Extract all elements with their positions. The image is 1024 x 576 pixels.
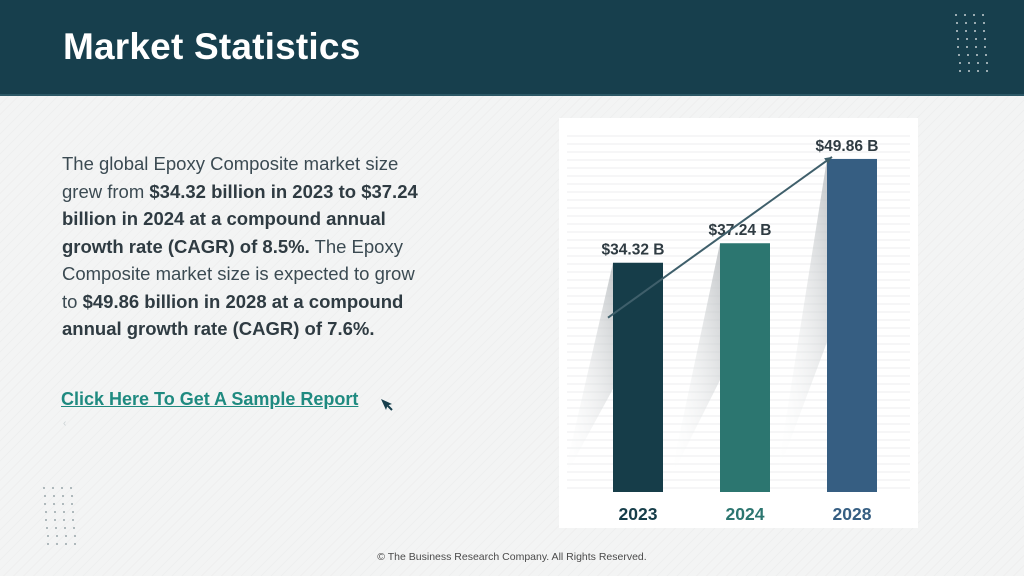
- sample-report-link[interactable]: Click Here To Get A Sample Report: [61, 389, 359, 409]
- footer-copyright: © The Business Research Company. All Rig…: [377, 551, 647, 563]
- summary-highlight-1: $34.32 billion in 2023 to $37.24 billion…: [62, 180, 418, 257]
- page-title: Market Statistics: [63, 26, 361, 67]
- category-label-2028: 2028: [833, 504, 872, 524]
- cursor-arrow-icon: [381, 399, 393, 411]
- value-label-2023: $34.32 B: [602, 242, 665, 259]
- trend-arrow-line: [607, 156, 833, 319]
- bar-2023: [613, 262, 663, 492]
- market-size-chart: $34.32 B 2023 $37.24 B 2024 $49.86 B 2028: [559, 118, 918, 528]
- bar-shadow: [670, 243, 720, 480]
- summary-highlight-2: $49.86 billion in 2028 at a compound ann…: [62, 290, 404, 340]
- value-label-2024: $37.24 B: [709, 222, 772, 239]
- category-label-2023: 2023: [619, 504, 658, 524]
- chevron-left-icon: ‹: [63, 418, 67, 429]
- category-label-2024: 2024: [726, 504, 765, 524]
- summary-part-1: The global Epoxy Composite market size g…: [62, 153, 399, 202]
- chart-svg: $34.32 B 2023 $37.24 B 2024 $49.86 B 2028: [563, 135, 910, 524]
- value-label-2028: $49.86 B: [816, 138, 879, 155]
- bar-2028: [827, 158, 877, 493]
- summary-part-2: The Epoxy Composite market size is expec…: [62, 235, 415, 312]
- header-bar: Market Statistics: [0, 0, 1024, 96]
- market-summary-text: The global Epoxy Composite market size g…: [62, 150, 422, 343]
- bar-2024: [720, 243, 770, 492]
- trend-arrow-head: [824, 156, 832, 164]
- bar-shadow: [777, 158, 827, 476]
- bar-shadow: [563, 262, 613, 481]
